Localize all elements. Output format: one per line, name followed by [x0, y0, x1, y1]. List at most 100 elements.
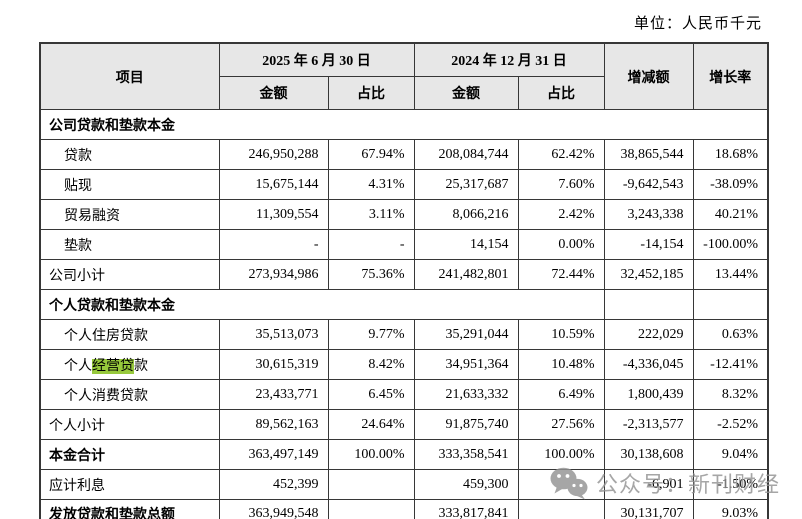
value-cell: -12.41%	[692, 349, 769, 380]
value-cell: 38,865,544	[603, 139, 694, 170]
table-row: 贷款 246,950,288 67.94% 208,084,744 62.42% 38,8…	[39, 139, 769, 170]
value-cell: 459,300	[413, 469, 519, 500]
value-cell: 24.64%	[327, 409, 415, 440]
value-cell: 21,633,332	[413, 379, 519, 410]
row-label: 个人经营贷款	[39, 349, 220, 380]
header-date-2025: 2025 年 6 月 30 日	[218, 42, 415, 77]
table-row: 个人消费贷款 23,433,771 6.45% 21,633,332 6.49% 1,80…	[39, 379, 769, 410]
table-row: 个人小计 89,562,163 24.64% 91,875,740 27.56% -2,3…	[39, 409, 769, 440]
value-cell: 67.94%	[327, 139, 415, 170]
value-cell: 25,317,687	[413, 169, 519, 200]
value-cell: 333,358,541	[413, 439, 519, 470]
value-cell: 2.42%	[517, 199, 605, 230]
row-label: 垫款	[39, 229, 220, 260]
value-cell: 23,433,771	[218, 379, 329, 410]
value-cell: -	[218, 229, 329, 260]
label-text: 款	[134, 358, 148, 374]
table-row: 个人经营贷款 30,615,319 8.42% 34,951,364 10.48% -4,…	[39, 349, 769, 380]
value-cell: -4,336,045	[603, 349, 694, 380]
value-cell: -6,901	[603, 469, 694, 500]
header-amount-2024: 金额	[413, 76, 519, 110]
value-cell: 40.21%	[692, 199, 769, 230]
value-cell: -2.52%	[692, 409, 769, 440]
section-label: 公司贷款和垫款本金	[39, 109, 769, 140]
value-cell: 75.36%	[327, 259, 415, 290]
value-cell: 4.31%	[327, 169, 415, 200]
table-row: 本金合计 363,497,149 100.00% 333,358,541 100.00%…	[39, 439, 769, 470]
table-row: 垫款 - -14,154 0.00% -14,154 -100.00%	[39, 229, 769, 260]
header-item: 项目	[39, 42, 220, 110]
value-cell: 11,309,554	[218, 199, 329, 230]
value-cell: 452,399	[218, 469, 329, 500]
value-cell: 34,951,364	[413, 349, 519, 380]
value-cell: -1.50%	[692, 469, 769, 500]
unit-label: 单位：人民币千元	[633, 16, 762, 32]
value-cell: -	[327, 229, 415, 260]
table-row: 应计利息 452,399 459,300 -6,901 -1.50%	[39, 469, 769, 500]
value-cell: 100.00%	[327, 439, 415, 470]
table-row: 发放贷款和垫款总额 363,949,548 333,817,841 30,131,70…	[39, 499, 769, 519]
value-cell: 100.00%	[517, 439, 605, 470]
value-cell: 8,066,216	[413, 199, 519, 230]
value-cell: 10.48%	[517, 349, 605, 380]
value-cell: 241,482,801	[413, 259, 519, 290]
value-cell: 18.68%	[692, 139, 769, 170]
header-row-2: 金额 占比 金额 占比	[40, 76, 768, 110]
value-cell: 9.77%	[327, 319, 415, 350]
table-row: 个人住房贷款 35,513,073 9.77% 35,291,044 10.59% 222…	[39, 319, 769, 350]
value-cell: -2,313,577	[603, 409, 694, 440]
value-cell: 363,949,548	[218, 499, 329, 519]
value-cell: 8.32%	[692, 379, 769, 410]
value-cell: 363,497,149	[218, 439, 329, 470]
value-cell: 62.42%	[517, 139, 605, 170]
value-cell: 8.42%	[327, 349, 415, 380]
value-cell: 208,084,744	[413, 139, 519, 170]
header-ratio-2025: 占比	[327, 76, 415, 110]
value-cell: 13.44%	[692, 259, 769, 290]
empty-cell	[603, 289, 694, 320]
value-cell: 30,131,707	[603, 499, 694, 519]
value-cell: 273,934,986	[218, 259, 329, 290]
header-row-1: 项目 2025 年 6 月 30 日 2024 年 12 月 31 日 增减额 …	[39, 42, 769, 110]
value-cell: 246,950,288	[218, 139, 329, 170]
value-cell: 9.03%	[692, 499, 769, 519]
value-cell: 15,675,144	[218, 169, 329, 200]
row-label: 发放贷款和垫款总额	[39, 499, 220, 519]
value-cell: -100.00%	[692, 229, 769, 260]
row-label: 个人消费贷款	[39, 379, 220, 410]
table-header: 项目 2025 年 6 月 30 日 2024 年 12 月 31 日 增减额 …	[39, 42, 769, 110]
value-cell: 89,562,163	[218, 409, 329, 440]
value-cell: 30,138,608	[603, 439, 694, 470]
header-date-2024: 2024 年 12 月 31 日	[413, 42, 605, 77]
row-label: 本金合计	[39, 439, 220, 470]
row-label: 贴现	[39, 169, 220, 200]
value-cell	[517, 499, 605, 519]
value-cell: 222,029	[603, 319, 694, 350]
value-cell: -14,154	[603, 229, 694, 260]
table-row: 贴现 15,675,144 4.31% 25,317,687 7.60% -9,642,5…	[39, 169, 769, 200]
row-label: 公司小计	[39, 259, 220, 290]
empty-cell	[692, 289, 769, 320]
value-cell: -38.09%	[692, 169, 769, 200]
value-cell: 35,513,073	[218, 319, 329, 350]
row-label: 贸易融资	[39, 199, 220, 230]
header-ratio-2024: 占比	[517, 76, 605, 110]
value-cell: 0.00%	[517, 229, 605, 260]
table-row: 贸易融资 11,309,554 3.11% 8,066,216 2.42% 3,243,3…	[39, 199, 769, 230]
value-cell: -9,642,543	[603, 169, 694, 200]
value-cell	[327, 499, 415, 519]
value-cell: 35,291,044	[413, 319, 519, 350]
value-cell: 0.63%	[692, 319, 769, 350]
header-growth: 增长率	[692, 42, 769, 110]
header-amount-2025: 金额	[218, 76, 329, 110]
row-label: 应计利息	[39, 469, 220, 500]
value-cell: 6.49%	[517, 379, 605, 410]
value-cell: 7.60%	[517, 169, 605, 200]
value-cell	[327, 469, 415, 500]
highlighted-text: 经营贷	[92, 358, 134, 374]
table-body: 公司贷款和垫款本金 贷款 246,950,288 67.94% 208,084,744 6…	[39, 109, 769, 519]
row-label: 个人小计	[39, 409, 220, 440]
value-cell: 9.04%	[692, 439, 769, 470]
value-cell: 6.45%	[327, 379, 415, 410]
